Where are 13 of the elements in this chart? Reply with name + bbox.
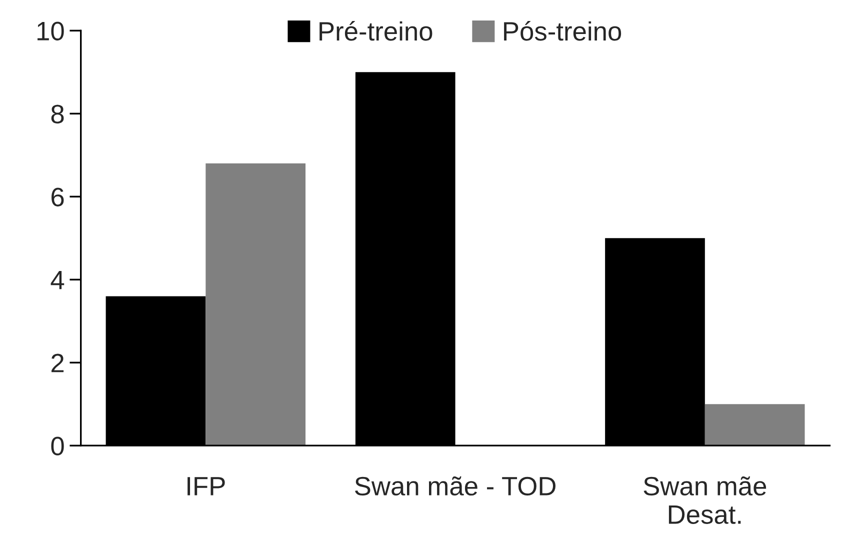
y-tick-label: 6 [52, 188, 64, 206]
y-tick-label: 0 [51, 436, 64, 456]
x-tick-label: Swan mãe - TOD [355, 476, 556, 496]
y-tick-label: 4 [50, 271, 64, 290]
x-tick-label: IFP [188, 477, 225, 496]
legend-label: Pós-treino [504, 21, 622, 41]
bar [704, 404, 805, 446]
y-tick-label: 10 [38, 22, 64, 40]
bar [206, 163, 306, 446]
legend-label: Pré-treino [320, 21, 432, 41]
y-tick-label: 8 [51, 104, 64, 124]
x-tick-label: Swan mãe Desat. [644, 476, 766, 524]
y-tick-label: 2 [52, 354, 64, 372]
